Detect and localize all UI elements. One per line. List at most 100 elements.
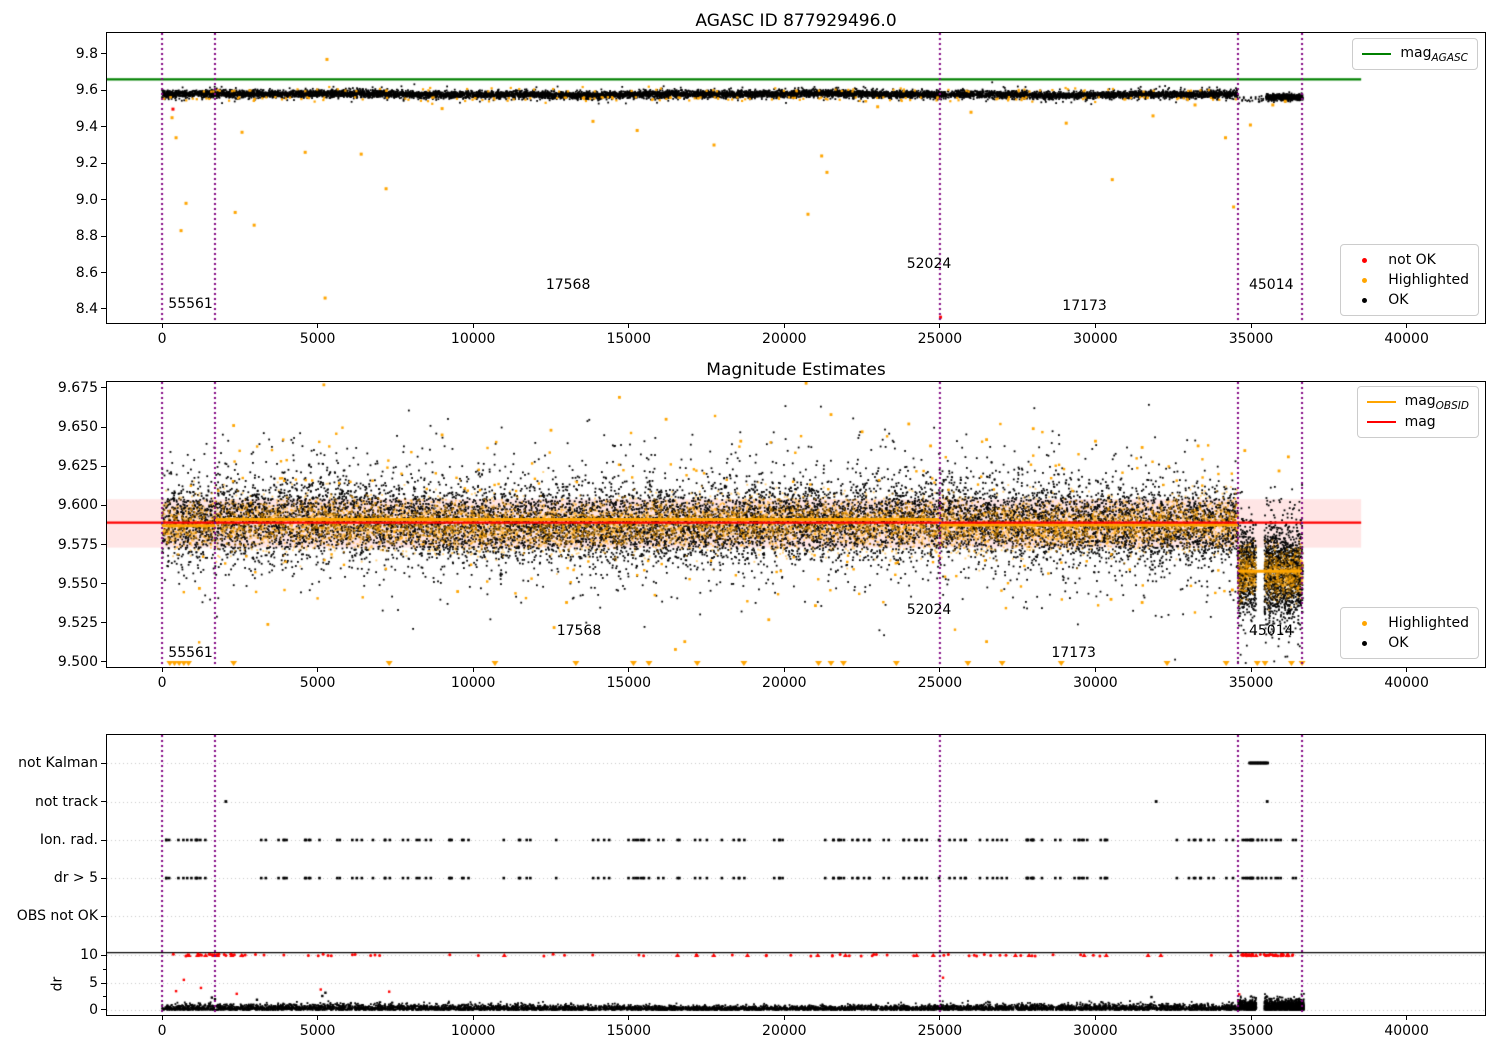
legend-mag-agasc: magAGASC: [1352, 38, 1478, 70]
x-tick: [783, 324, 785, 328]
y-tick: [101, 504, 106, 506]
x-tick: [1406, 1016, 1408, 1020]
y-minor-tick: [103, 996, 106, 998]
dr-tick-label: 5: [89, 975, 98, 992]
y-tick: [101, 272, 106, 274]
obsid-annotation: 52024: [906, 256, 952, 273]
obsid-annotation: 17568: [556, 622, 602, 639]
x-tick-label: 15000: [606, 1023, 652, 1039]
mag-overview-canvas: [107, 33, 1485, 323]
y-tick: [101, 982, 106, 984]
obsid-annotation: 17173: [1062, 298, 1107, 315]
x-tick-label: 5000: [299, 1023, 336, 1039]
y-tick: [101, 1009, 106, 1011]
y-tick-label: 9.2: [75, 155, 98, 172]
x-tick: [317, 1016, 319, 1020]
x-tick: [161, 1016, 163, 1020]
x-tick-label: 35000: [1228, 331, 1274, 347]
x-tick-label: 10000: [450, 1023, 496, 1039]
legend-line-sample: [1366, 421, 1396, 423]
y-tick-label: 9.625: [57, 458, 98, 475]
dr-tick-label: 0: [89, 1001, 98, 1018]
y-tick-label: 9.6: [75, 82, 98, 99]
x-tick: [939, 324, 941, 328]
y-tick: [101, 162, 106, 164]
legend-label: magAGASC: [1400, 44, 1468, 64]
x-tick-label: 5000: [299, 675, 336, 691]
y-tick: [101, 199, 106, 201]
legend-point-types: not OK Highlighted OK: [1340, 244, 1479, 316]
x-tick-label: 10000: [450, 331, 496, 347]
plot-mag-overview: magAGASC not OK Highlighted OK: [106, 32, 1486, 324]
y-tick: [101, 544, 106, 546]
x-tick: [472, 1016, 474, 1020]
x-tick: [1250, 324, 1252, 328]
plot-flags: [106, 734, 1486, 1016]
x-tick: [161, 668, 163, 672]
y-tick: [101, 89, 106, 91]
legend-label: magOBSID: [1404, 392, 1469, 412]
x-tick: [1094, 324, 1096, 328]
y-tick: [101, 954, 106, 956]
y-tick: [101, 308, 106, 310]
legend-entry: Highlighted: [1350, 270, 1469, 290]
x-tick: [628, 1016, 630, 1020]
mag-estimates-canvas: [107, 382, 1485, 667]
x-tick: [1406, 324, 1408, 328]
x-tick: [317, 324, 319, 328]
y-tick: [101, 465, 106, 467]
y-tick-label: 9.0: [75, 191, 98, 208]
y-tick: [101, 583, 106, 585]
x-tick: [472, 324, 474, 328]
y-tick-label: 9.4: [75, 118, 98, 135]
x-tick-label: 15000: [606, 675, 652, 691]
y-tick: [101, 387, 106, 389]
y-tick: [101, 53, 106, 55]
x-tick-label: 40000: [1384, 1023, 1429, 1039]
legend-entry: not OK: [1350, 250, 1469, 270]
y-tick: [101, 839, 106, 841]
y-tick-label: 9.650: [57, 419, 98, 436]
x-tick-label: 20000: [762, 1023, 807, 1039]
legend-entry: mag: [1366, 412, 1469, 432]
dr-tick-label: 10: [80, 947, 98, 964]
y-tick: [101, 235, 106, 237]
x-tick-label: 30000: [1073, 331, 1118, 347]
y-tick-label: 8.8: [75, 228, 98, 245]
y-tick: [101, 801, 106, 802]
y-tick-label: 9.675: [57, 379, 98, 396]
x-tick: [628, 668, 630, 672]
legend-entry: Highlighted: [1350, 613, 1469, 633]
y-tick-label: 9.8: [75, 45, 98, 62]
x-tick: [1406, 668, 1408, 672]
x-tick-label: 0: [157, 331, 167, 347]
y-tick: [101, 126, 106, 128]
y-tick-label: 8.4: [75, 300, 98, 317]
x-tick-label: 15000: [606, 331, 652, 347]
obsid-annotation: 55561: [168, 644, 213, 661]
obsid-annotation: 17568: [545, 277, 591, 294]
legend-dot-sample: [1350, 620, 1379, 626]
y-tick-label: 9.550: [57, 575, 98, 592]
y-tick-label: 8.6: [75, 264, 98, 281]
legend-dot-sample: [1350, 297, 1379, 303]
y-tick-label: 9.525: [57, 614, 98, 631]
plot-title-middle: Magnitude Estimates: [706, 360, 886, 380]
x-tick: [783, 668, 785, 672]
y-tick: [101, 915, 106, 917]
flags-canvas: [107, 735, 1485, 1015]
y-tick-label: 9.575: [57, 536, 98, 553]
y-tick: [101, 622, 106, 624]
plot-mag-estimates: magOBSID mag Highlighted OK: [106, 381, 1486, 668]
x-tick: [939, 1016, 941, 1020]
obsid-annotation: 45014: [1248, 277, 1294, 294]
legend-line-sample: [1362, 53, 1392, 55]
y-tick-label: 9.500: [57, 653, 98, 670]
row-label-dr-5: dr > 5: [53, 870, 98, 887]
legend-label: Highlighted: [1388, 615, 1469, 631]
legend-dot-sample: [1350, 640, 1379, 646]
x-tick: [783, 1016, 785, 1020]
y-tick: [101, 762, 106, 764]
x-tick: [317, 668, 319, 672]
